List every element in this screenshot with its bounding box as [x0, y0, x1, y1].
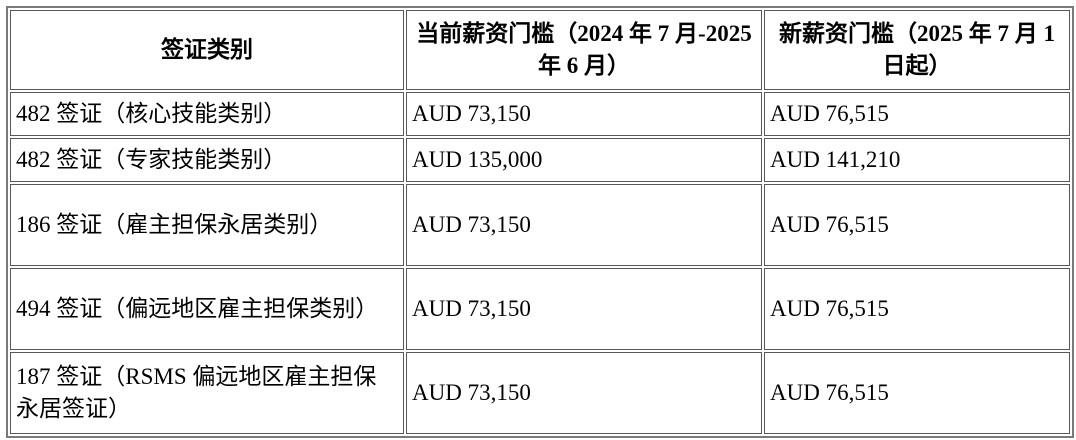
cell-new-threshold: AUD 76,515	[764, 92, 1070, 136]
cell-visa-category: 494 签证（偏远地区雇主担保类别）	[10, 268, 404, 350]
table-body: 482 签证（核心技能类别） AUD 73,150 AUD 76,515 482…	[10, 92, 1070, 434]
cell-visa-category: 482 签证（核心技能类别）	[10, 92, 404, 136]
cell-new-threshold: AUD 76,515	[764, 184, 1070, 266]
table-row: 482 签证（专家技能类别） AUD 135,000 AUD 141,210	[10, 138, 1070, 182]
cell-current-threshold: AUD 73,150	[406, 92, 762, 136]
column-header-new-threshold: 新薪资门槛（2025 年 7 月 1 日起）	[764, 10, 1070, 90]
cell-new-threshold: AUD 141,210	[764, 138, 1070, 182]
cell-new-threshold: AUD 76,515	[764, 352, 1070, 434]
cell-new-threshold: AUD 76,515	[764, 268, 1070, 350]
cell-current-threshold: AUD 135,000	[406, 138, 762, 182]
table-row: 186 签证（雇主担保永居类别） AUD 73,150 AUD 76,515	[10, 184, 1070, 266]
cell-current-threshold: AUD 73,150	[406, 184, 762, 266]
table-row: 494 签证（偏远地区雇主担保类别） AUD 73,150 AUD 76,515	[10, 268, 1070, 350]
cell-current-threshold: AUD 73,150	[406, 268, 762, 350]
cell-visa-category: 482 签证（专家技能类别）	[10, 138, 404, 182]
column-header-visa-category: 签证类别	[10, 10, 404, 90]
visa-salary-threshold-table: 签证类别 当前薪资门槛（2024 年 7 月-2025 年 6 月） 新薪资门槛…	[6, 6, 1074, 438]
table-row: 482 签证（核心技能类别） AUD 73,150 AUD 76,515	[10, 92, 1070, 136]
table-header: 签证类别 当前薪资门槛（2024 年 7 月-2025 年 6 月） 新薪资门槛…	[10, 10, 1070, 90]
cell-current-threshold: AUD 73,150	[406, 352, 762, 434]
header-row: 签证类别 当前薪资门槛（2024 年 7 月-2025 年 6 月） 新薪资门槛…	[10, 10, 1070, 90]
column-header-current-threshold: 当前薪资门槛（2024 年 7 月-2025 年 6 月）	[406, 10, 762, 90]
cell-visa-category: 186 签证（雇主担保永居类别）	[10, 184, 404, 266]
table-row: 187 签证（RSMS 偏远地区雇主担保永居签证） AUD 73,150 AUD…	[10, 352, 1070, 434]
cell-visa-category: 187 签证（RSMS 偏远地区雇主担保永居签证）	[10, 352, 404, 434]
